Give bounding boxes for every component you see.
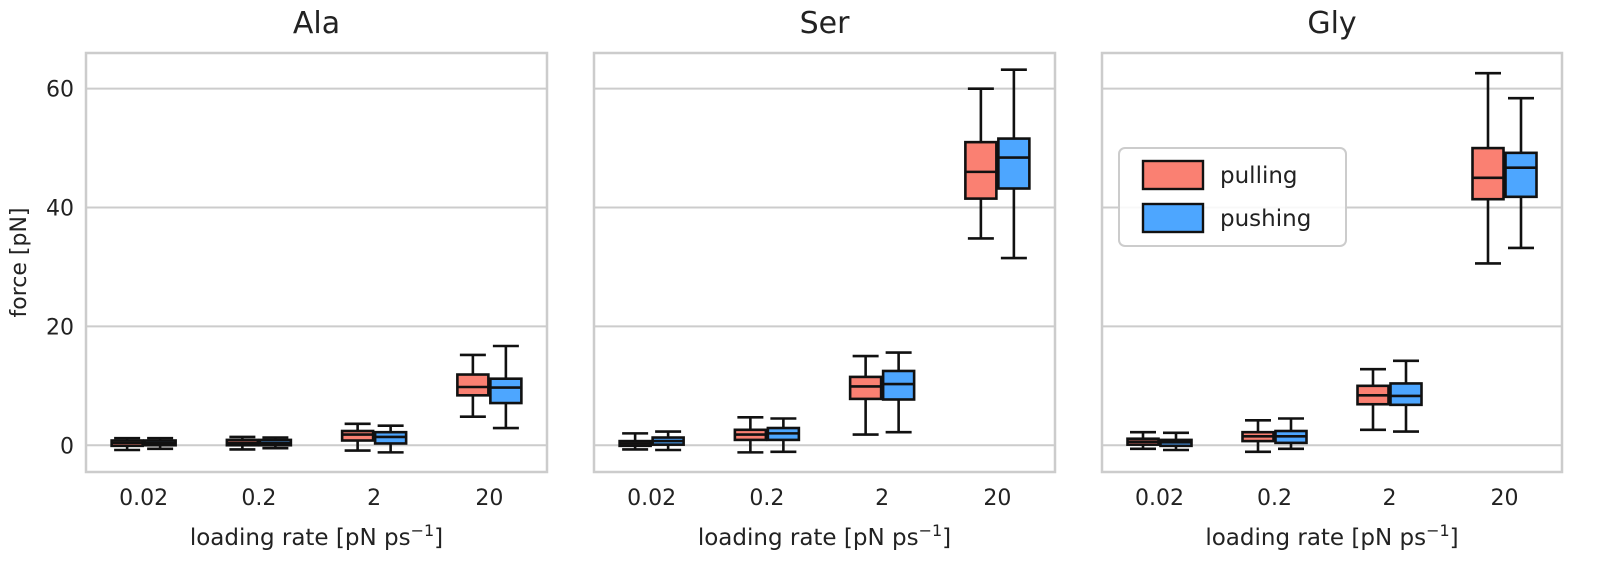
x-tick-label: 0.2 [749, 486, 784, 511]
box-pushing [489, 377, 523, 405]
legend: pulling pushing [1118, 147, 1347, 247]
x-tick-label: 2 [1383, 486, 1397, 511]
x-axis-label-text: loading rate [pN ps [698, 525, 919, 551]
x-tick-label: 20 [983, 486, 1011, 511]
y-tick-label: 20 [46, 315, 74, 340]
axes-frame [1100, 51, 1564, 474]
x-axis-label-superscript: −1 [411, 521, 435, 540]
legend-swatch-pulling [1141, 159, 1205, 191]
box-pulling [848, 375, 883, 401]
x-tick-label: 2 [875, 486, 889, 511]
x-axis-label: loading rate [pN ps−1] [190, 521, 443, 551]
box-pushing [1504, 151, 1538, 199]
axes-frame [84, 51, 549, 474]
y-tick-label: 0 [60, 434, 74, 459]
y-tick-label: 40 [46, 197, 74, 222]
x-axis-label-superscript: −1 [1426, 521, 1450, 540]
x-tick-label: 2 [367, 486, 381, 511]
x-axis-label-bracket: ] [942, 525, 951, 551]
panel-ala: Ala 0.02 0.2 2 20 loading rate [pN ps−1] [84, 6, 549, 551]
x-tick-label: 0.02 [1135, 486, 1184, 511]
x-axis-label: loading rate [pN ps−1] [1205, 521, 1458, 551]
panel-title: Ser [800, 6, 851, 41]
panel-title: Ala [293, 6, 340, 41]
legend-label-pushing: pushing [1220, 206, 1311, 232]
x-tick-label: 0.02 [119, 486, 168, 511]
x-tick-label: 0.2 [1257, 486, 1292, 511]
box-pushing [997, 137, 1031, 190]
y-axis-label: force [pN] [7, 208, 32, 318]
box-pushing [1389, 382, 1423, 407]
axes-frame [592, 51, 1057, 474]
x-axis-label: loading rate [pN ps−1] [698, 521, 951, 551]
x-axis-label-bracket: ] [1450, 525, 1459, 551]
box-pulling [456, 373, 490, 397]
box-pulling [1471, 146, 1505, 201]
panel-gly: Gly 0.02 0.2 2 20 loading rate [pN ps−1] [1100, 6, 1564, 551]
panel-title: Gly [1307, 6, 1356, 41]
x-axis-label-text: loading rate [pN ps [190, 525, 411, 551]
x-tick-label: 20 [1491, 486, 1519, 511]
x-axis-label-superscript: −1 [919, 521, 943, 540]
x-axis-label-text: loading rate [pN ps [1205, 525, 1426, 551]
y-tick-label: 60 [46, 78, 74, 103]
panel-ser: Ser 0.02 0.2 2 20 loading rate [pN ps−1] [592, 6, 1057, 551]
x-tick-label: 20 [475, 486, 503, 511]
x-tick-label: 0.02 [627, 486, 676, 511]
box-pulling [964, 140, 998, 200]
legend-swatch-pushing [1141, 202, 1205, 234]
x-tick-label: 0.2 [241, 486, 276, 511]
x-axis-label-bracket: ] [434, 525, 443, 551]
legend-label-pulling: pulling [1220, 163, 1298, 189]
